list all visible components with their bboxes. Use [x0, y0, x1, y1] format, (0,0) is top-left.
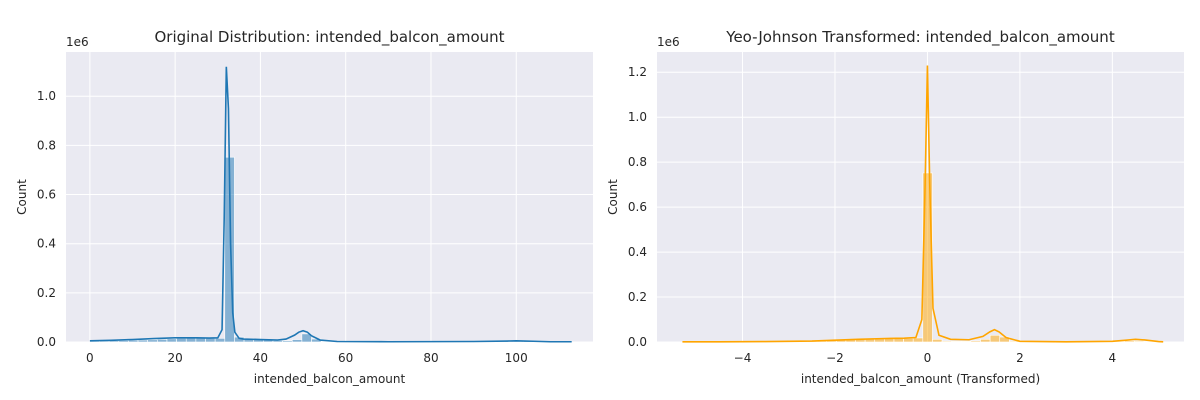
histogram-bar: [932, 339, 943, 343]
histogram-bar: [1134, 340, 1145, 343]
left-kde-curve: [89, 66, 572, 343]
histogram-bar: [157, 338, 168, 343]
histogram-bar: [176, 338, 187, 343]
x-tick-label: 0: [924, 351, 932, 365]
right-x-tick-labels: −4 −2 0 2 4: [734, 351, 1116, 365]
left-x-axis-label: intended_balcon_amount: [254, 372, 406, 386]
y-tick-label: 0.6: [628, 200, 647, 214]
x-tick-label: 2: [1016, 351, 1024, 365]
left-y-offset-label: 1e6: [66, 35, 89, 49]
right-x-axis-label: intended_balcon_amount (Transformed): [801, 372, 1040, 386]
y-tick-label: 0.4: [628, 245, 647, 259]
x-tick-label: −2: [826, 351, 844, 365]
x-tick-label: 60: [338, 351, 353, 365]
x-tick-label: 80: [423, 351, 438, 365]
histogram-bar: [301, 333, 312, 343]
right-chart-title: Yeo-Johnson Transformed: intended_balcon…: [725, 28, 1115, 47]
histogram-bar: [989, 334, 1001, 343]
histogram-bar: [185, 337, 197, 343]
y-tick-label: 0.4: [37, 237, 56, 251]
y-tick-label: 0.0: [37, 335, 56, 349]
histogram-bar: [214, 338, 226, 343]
histogram-bar: [941, 340, 952, 343]
x-tick-label: 40: [253, 351, 268, 365]
y-tick-label: 0.0: [628, 335, 647, 349]
x-tick-label: 100: [505, 351, 528, 365]
right-kde-curve: [682, 65, 1164, 343]
left-y-axis-label: Count: [15, 179, 29, 215]
histogram-bar: [970, 340, 981, 343]
y-tick-label: 0.2: [37, 286, 56, 300]
right-y-tick-labels: 0.0 0.2 0.4 0.6 0.8 1.0 1.2: [628, 65, 647, 349]
right-chart: −4 −2 0 2 4 0.0 0.2 0.4 0.6 0.8 1.0 1.2 Yeo-Johnso…: [606, 28, 1184, 386]
right-y-offset-label: 1e6: [657, 35, 680, 49]
y-tick-label: 1.2: [628, 65, 647, 79]
right-grid: [657, 52, 1184, 343]
x-tick-label: 20: [168, 351, 183, 365]
right-plot-area: [657, 52, 1184, 342]
histogram-bar: [960, 341, 972, 343]
x-tick-label: −4: [734, 351, 752, 365]
left-y-tick-labels: 0.0 0.2 0.4 0.6 0.8 1.0: [37, 89, 56, 349]
y-tick-label: 1.0: [628, 110, 647, 124]
y-tick-label: 1.0: [37, 89, 56, 103]
histogram-bar: [903, 338, 914, 343]
x-tick-label: 4: [1109, 351, 1117, 365]
histogram-bar: [1124, 340, 1135, 343]
y-tick-label: 0.8: [628, 155, 647, 169]
histogram-bar: [912, 337, 924, 343]
histogram-bar: [137, 339, 148, 343]
left-x-tick-labels: 0 20 40 60 80 100: [86, 351, 528, 365]
y-tick-label: 0.2: [628, 290, 647, 304]
left-chart: 0 20 40 60 80 100 0.0 0.2 0.4 0.6 0.8 1.0 Original…: [15, 28, 593, 386]
histogram-bar: [205, 338, 216, 343]
histogram-bar: [147, 339, 158, 343]
left-chart-title: Original Distribution: intended_balcon_a…: [154, 28, 504, 47]
y-tick-label: 0.8: [37, 138, 56, 152]
y-tick-label: 0.6: [37, 188, 56, 202]
x-tick-label: 0: [86, 351, 94, 365]
histogram-bar: [166, 338, 177, 343]
histogram-bar: [291, 339, 303, 343]
histogram-bar: [128, 339, 139, 343]
left-plot-area: [66, 52, 593, 342]
histogram-bar: [980, 339, 991, 343]
histogram-bar: [282, 340, 293, 343]
histogram-bar: [951, 341, 962, 343]
right-y-axis-label: Count: [606, 179, 620, 215]
